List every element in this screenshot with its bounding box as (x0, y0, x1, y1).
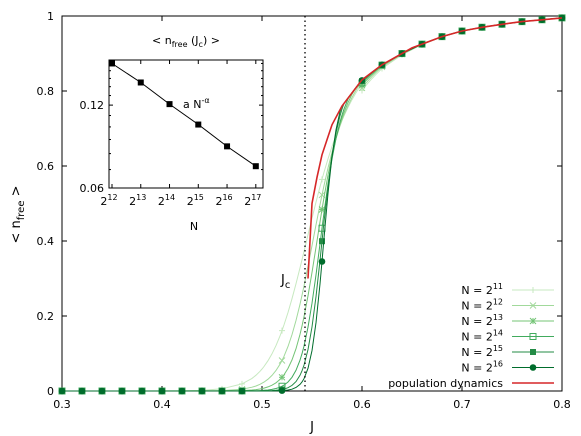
population-dynamics-line (307, 17, 563, 279)
series-line (62, 17, 563, 392)
inset-data-point (137, 79, 144, 86)
data-point (98, 387, 106, 395)
legend-entry: N = 216 (461, 360, 554, 375)
data-point (529, 317, 537, 325)
legend-label: N = 216 (461, 360, 503, 375)
legend-label: N = 214 (461, 329, 503, 344)
data-point (239, 380, 245, 387)
legend-entry: N = 215 (461, 344, 554, 359)
inset-x-tick-label: 216 (215, 193, 232, 208)
data-point (529, 302, 537, 309)
inset-data-point (195, 121, 202, 128)
legend-entry: N = 213 (461, 313, 554, 328)
legend-entry: N = 212 (461, 298, 554, 313)
legend-label: N = 211 (461, 282, 503, 297)
legend-label: N = 215 (461, 344, 503, 359)
legend-label: population dynamics (388, 377, 503, 390)
inset-x-tick-label: 213 (129, 193, 146, 208)
inset-x-tick-label: 217 (244, 193, 261, 208)
legend-entry: N = 211 (461, 282, 554, 297)
inset-data-point (224, 143, 231, 150)
data-point (118, 387, 126, 395)
data-point (218, 387, 226, 395)
inset-plot: < nfree (Jc) > 212 213 214 215 216 217 0.06 0.1… (80, 34, 264, 233)
inset-frame (108, 59, 264, 189)
legend-label: N = 212 (461, 298, 503, 313)
main-plot-frame (61, 15, 563, 392)
x-axis-label: J (309, 420, 314, 435)
y-axis-label: < nfree > (9, 185, 27, 243)
x-tick-label: 0.6 (353, 398, 371, 411)
data-point (278, 387, 286, 394)
data-point (198, 387, 206, 395)
data-point (158, 387, 166, 395)
data-point (530, 287, 536, 293)
inset-data-point (252, 163, 259, 170)
inset-fit-label: a N-α (183, 96, 210, 111)
jc-annotation: Jc (280, 273, 290, 291)
legend-entry: population dynamics (388, 377, 554, 390)
inset-x-tick-label: 212 (100, 193, 117, 208)
data-point (319, 238, 325, 245)
data-point (78, 387, 86, 395)
inset-x-tick-label: 214 (158, 193, 175, 208)
data-point (529, 364, 537, 371)
data-point (319, 176, 325, 183)
x-tick-label: 0.4 (153, 398, 171, 411)
data-point (558, 14, 566, 22)
x-tick-label: 0.3 (53, 398, 71, 411)
x-tick-label: 0.7 (453, 398, 471, 411)
y-tick-label: 0 (47, 385, 54, 398)
main-plot: 0.3 0.4 0.5 0.6 0.7 0.8 0 0.2 0.4 0.6 0.8 1 Jc J < … (9, 10, 571, 435)
y-tick-label: 1 (47, 10, 54, 23)
data-point (178, 387, 186, 395)
data-point (530, 349, 536, 355)
inset-axis-ticks: 212 213 214 215 216 217 0.06 0.12 (80, 60, 263, 208)
legend-entry: N = 214 (461, 329, 554, 344)
y-tick-label: 0.2 (37, 310, 55, 323)
y-tick-label: 0.4 (37, 235, 55, 248)
legend-label: N = 213 (461, 313, 503, 328)
inset-series (109, 60, 259, 170)
x-tick-label: 0.8 (553, 398, 571, 411)
main-axis-ticks: 0.3 0.4 0.5 0.6 0.7 0.8 0 0.2 0.4 0.6 0.8 1 (37, 10, 571, 411)
inset-data-point (166, 101, 173, 108)
data-point (58, 387, 66, 395)
data-point (318, 258, 326, 265)
inset-y-tick-label: 0.06 (80, 182, 105, 195)
data-point (238, 387, 246, 395)
data-point (278, 357, 286, 364)
data-point (138, 387, 146, 395)
inset-data-point (109, 60, 115, 67)
data-point (279, 327, 285, 334)
inset-fit-line (111, 63, 257, 167)
x-tick-label: 0.5 (253, 398, 271, 411)
inset-y-tick-label: 0.12 (80, 99, 105, 112)
inset-x-tick-label: 215 (187, 193, 204, 208)
y-tick-label: 0.6 (37, 160, 55, 173)
data-point (529, 333, 537, 340)
inset-x-axis-label: N (190, 220, 198, 233)
data-point (278, 373, 286, 381)
main-series-group (58, 14, 566, 395)
y-tick-label: 0.8 (37, 85, 55, 98)
inset-title: < nfree (Jc) > (152, 34, 220, 49)
